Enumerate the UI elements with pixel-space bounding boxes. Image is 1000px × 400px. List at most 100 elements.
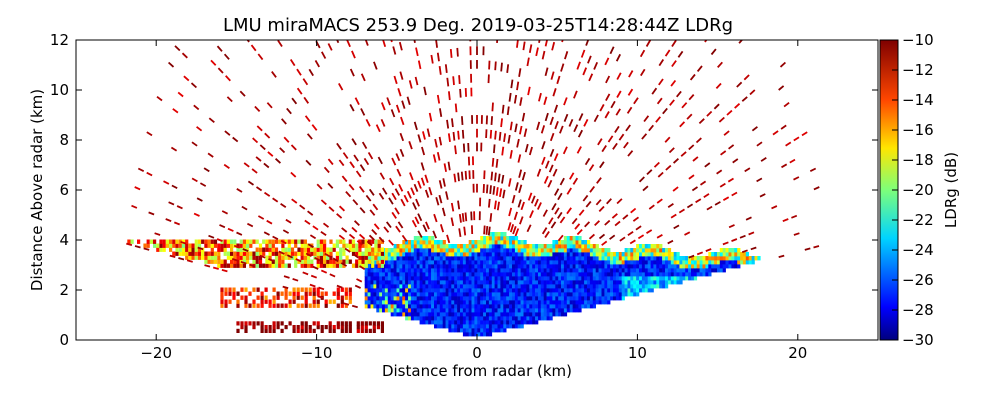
radar-pixel	[503, 328, 507, 333]
radar-pixel	[256, 303, 260, 308]
radar-pixel	[615, 280, 620, 285]
radar-pixel	[393, 272, 397, 277]
radar-pixel	[399, 312, 403, 317]
noise-speckle	[506, 64, 510, 74]
noise-speckle	[678, 208, 685, 214]
radar-pixel	[610, 272, 614, 277]
noise-speckle	[439, 224, 445, 233]
radar-pixel	[607, 264, 611, 269]
radar-pixel	[670, 264, 674, 269]
radar-pixel	[284, 295, 288, 300]
radar-pixel	[384, 276, 389, 281]
radar-pixel	[439, 288, 443, 293]
radar-pixel	[742, 256, 747, 261]
radar-pixel	[598, 256, 602, 261]
radar-pixel	[549, 260, 553, 265]
noise-speckle	[559, 125, 564, 134]
radar-pixel	[535, 260, 539, 265]
radar-pixel	[288, 321, 292, 326]
radar-pixel	[575, 240, 579, 245]
radar-pixel	[621, 296, 625, 301]
noise-speckle	[359, 265, 366, 271]
radar-pixel	[581, 272, 585, 277]
noise-speckle	[336, 40, 340, 44]
noise-speckle	[722, 196, 730, 201]
radar-pixel	[172, 251, 176, 256]
radar-pixel	[598, 280, 602, 285]
radar-pixel	[297, 247, 301, 252]
radar-pixel	[670, 260, 674, 265]
radar-pixel	[382, 304, 386, 309]
noise-speckle	[551, 202, 557, 211]
radar-pixel	[304, 303, 308, 308]
radar-pixel	[474, 260, 478, 265]
noise-speckle	[239, 90, 246, 97]
radar-pixel	[517, 292, 521, 297]
radar-pixel	[340, 328, 344, 333]
radar-pixel	[584, 304, 588, 309]
radar-pixel	[520, 264, 524, 269]
radar-pixel	[621, 264, 625, 269]
radar-pixel	[552, 256, 556, 261]
radar-pixel	[523, 260, 527, 265]
radar-pixel	[244, 328, 248, 333]
radar-pixel	[546, 280, 550, 285]
noise-speckle	[671, 40, 677, 47]
radar-pixel	[185, 243, 189, 248]
radar-pixel	[584, 288, 588, 293]
noise-speckle	[599, 103, 605, 112]
radar-pixel	[615, 260, 620, 265]
radar-pixel	[384, 256, 389, 261]
radar-pixel	[650, 256, 654, 261]
radar-pixel	[220, 303, 224, 308]
radar-pixel	[422, 312, 426, 317]
radar-pixel	[425, 260, 429, 265]
radar-pixel	[408, 256, 412, 261]
noise-speckle	[349, 68, 355, 77]
radar-pixel	[460, 276, 464, 281]
radar-pixel	[477, 300, 481, 305]
radar-pixel	[731, 264, 735, 269]
radar-pixel	[494, 256, 498, 261]
radar-pixel	[532, 244, 536, 249]
radar-pixel	[693, 260, 698, 265]
radar-pixel	[514, 240, 519, 245]
radar-pixel	[185, 247, 189, 252]
radar-pixel	[434, 316, 438, 321]
radar-pixel	[584, 240, 588, 245]
radar-pixel	[630, 292, 634, 297]
radar-pixel	[512, 320, 516, 325]
radar-pixel	[665, 276, 669, 281]
radar-pixel	[240, 287, 244, 292]
radar-pixel	[673, 280, 677, 285]
noise-speckle	[368, 234, 375, 241]
radar-pixel	[621, 260, 625, 265]
radar-pixel	[236, 259, 240, 264]
radar-pixel	[436, 268, 441, 273]
noise-speckle	[495, 187, 499, 196]
radar-pixel	[691, 256, 695, 261]
radar-pixel	[462, 244, 467, 249]
noise-speckle	[327, 182, 334, 189]
radar-pixel	[497, 304, 501, 309]
radar-pixel	[410, 316, 415, 321]
radar-pixel	[296, 325, 300, 330]
radar-pixel	[324, 325, 328, 330]
noise-speckle	[280, 239, 287, 245]
radar-pixel	[268, 299, 272, 304]
radar-pixel	[380, 325, 384, 330]
radar-pixel	[708, 268, 712, 273]
radar-pixel	[197, 243, 202, 248]
radar-pixel	[552, 300, 556, 305]
radar-pixel	[416, 260, 420, 265]
radar-pixel	[520, 260, 524, 265]
radar-pixel	[477, 308, 481, 313]
radar-pixel	[361, 243, 365, 248]
noise-speckle	[506, 106, 510, 116]
radar-pixel	[342, 247, 346, 252]
radar-pixel	[178, 243, 182, 248]
noise-speckle	[494, 61, 497, 71]
noise-speckle	[627, 230, 634, 237]
radar-pixel	[419, 264, 423, 269]
radar-pixel	[581, 304, 585, 309]
